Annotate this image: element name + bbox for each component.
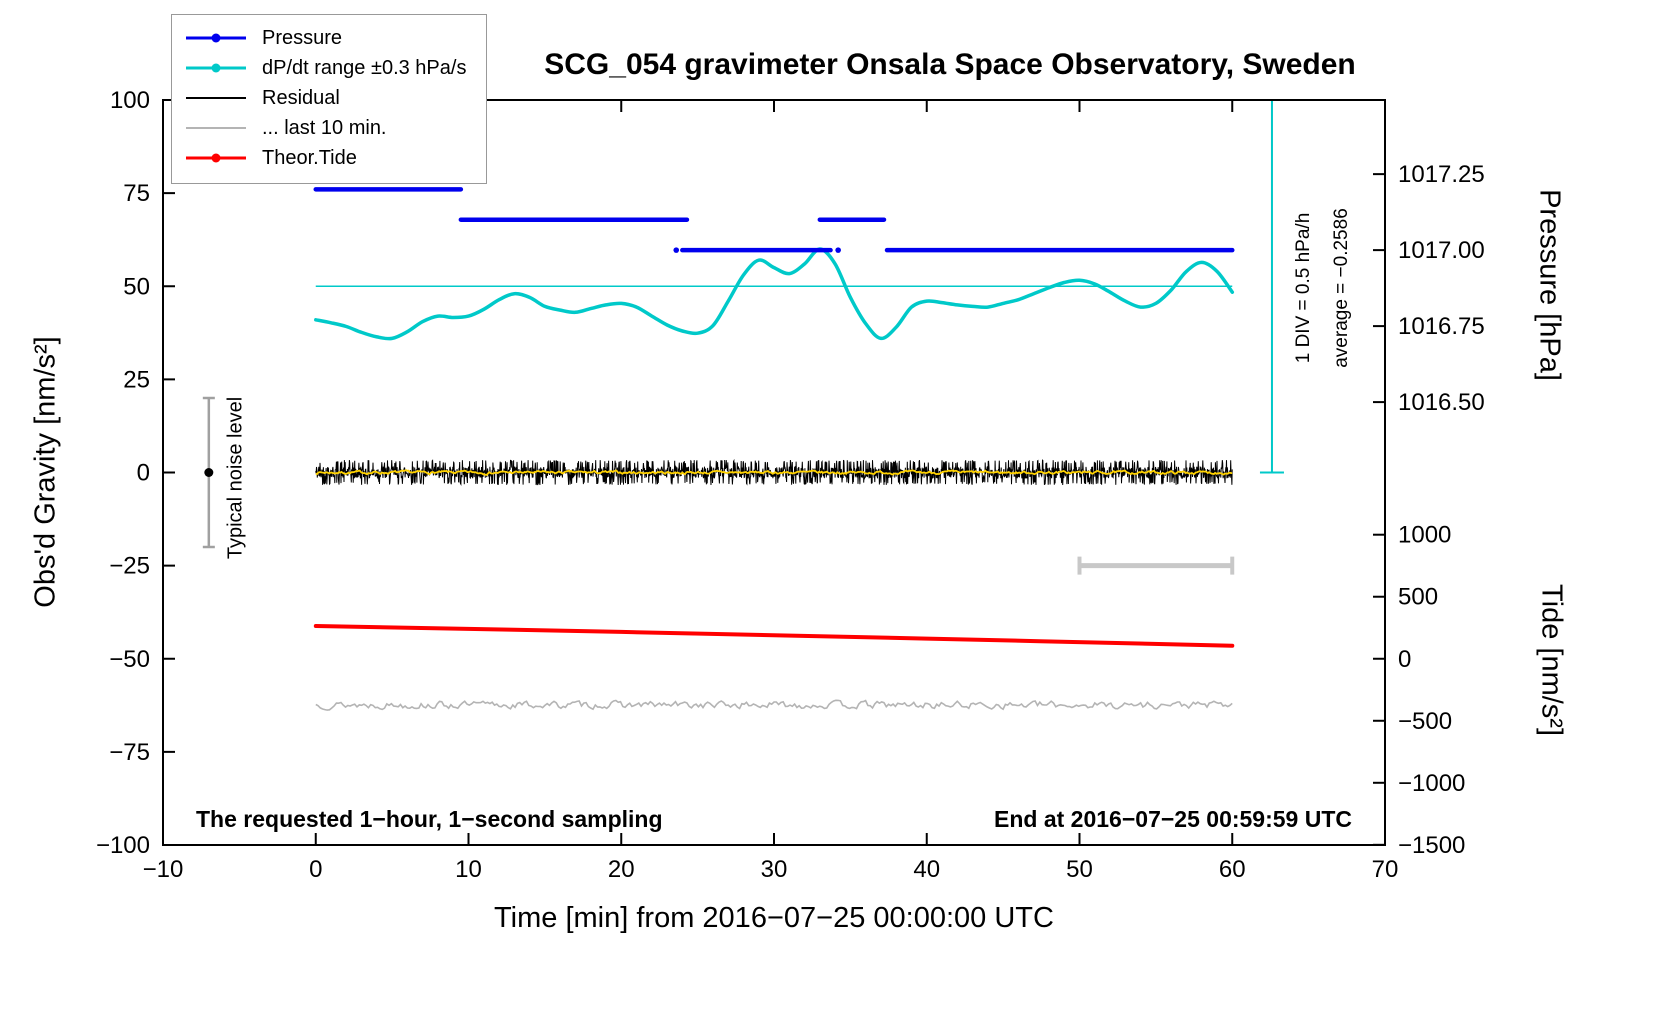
pressure-tick-label: 1017.00	[1398, 237, 1485, 264]
legend-item-3: ... last 10 min.	[186, 113, 466, 143]
tide-tick-label: 1000	[1398, 522, 1451, 549]
gravity-tick-label: −25	[109, 553, 150, 580]
gravity-tick-label: 50	[123, 273, 150, 300]
legend-line-sample	[186, 83, 246, 113]
chart-title: SCG_054 gravimeter Onsala Space Observat…	[544, 48, 1356, 81]
x-tick-label: 30	[761, 856, 788, 883]
legend-line-sample	[186, 143, 246, 173]
noise-level-label: Typical noise level	[224, 396, 247, 560]
legend-label: Residual	[262, 86, 340, 109]
legend-label: Pressure	[262, 26, 343, 49]
x-tick-label: −10	[143, 856, 184, 883]
residual-smooth-line	[315, 469, 1233, 476]
legend-item-2: Residual	[186, 83, 466, 113]
time-axis-label: Time [min] from 2016−07−25 00:00:00 UTC	[494, 902, 1054, 934]
pressure-axis-label: Pressure [hPa]	[1533, 189, 1566, 381]
x-tick-label: 60	[1219, 856, 1246, 883]
x-tick-label: 40	[913, 856, 940, 883]
legend-label: ... last 10 min.	[262, 116, 387, 139]
legend-line-sample	[186, 113, 246, 143]
legend-label: Theor.Tide	[262, 146, 357, 169]
tide-tick-label: −1500	[1398, 832, 1465, 859]
legend-line-sample	[186, 23, 246, 53]
theor-tide-line	[313, 624, 1235, 648]
pressure-tick-label: 1016.75	[1398, 313, 1485, 340]
tide-axis-label: Tide [nm/s²]	[1535, 583, 1568, 737]
tide-tick-label: −1000	[1398, 770, 1465, 797]
x-tick-label: 0	[309, 856, 322, 883]
gravity-tick-label: 0	[137, 460, 150, 487]
gravity-tick-label: −50	[109, 646, 150, 673]
gravity-tick-label: 100	[110, 87, 150, 114]
pressure-tick-label: 1016.50	[1398, 389, 1485, 416]
pressure-tick-label: 1017.25	[1398, 161, 1485, 188]
tide-tick-label: −500	[1398, 708, 1452, 735]
gravity-axis-label: Obs'd Gravity [nm/s²]	[29, 336, 62, 608]
gravity-tick-label: 75	[123, 180, 150, 207]
gravity-tick-label: 25	[123, 366, 150, 393]
legend-item-1: dP/dt range ±0.3 hPa/s	[186, 53, 466, 83]
legend: Pressure dP/dt range ±0.3 hPa/s Residual..…	[171, 14, 488, 184]
gravity-tick-label: −100	[96, 832, 150, 859]
pressure-dot	[835, 247, 841, 253]
x-tick-label: 70	[1372, 856, 1399, 883]
x-tick-label: 50	[1066, 856, 1093, 883]
legend-item-0: Pressure	[186, 23, 466, 53]
tide-tick-label: 500	[1398, 584, 1438, 611]
last10-line	[315, 699, 1233, 711]
pressure-dot	[673, 247, 680, 253]
legend-line-sample	[186, 53, 246, 83]
noise-level-dot	[204, 468, 214, 477]
x-tick-label: 20	[608, 856, 635, 883]
residual-line	[315, 458, 1233, 486]
gravity-tick-label: −75	[109, 739, 150, 766]
sampling-note: The requested 1−hour, 1−second sampling	[196, 806, 663, 832]
x-tick-label: 10	[455, 856, 482, 883]
legend-item-4: Theor.Tide	[186, 143, 466, 173]
average-note: average = −0.2586	[1331, 208, 1352, 368]
legend-label: dP/dt range ±0.3 hPa/s	[262, 56, 467, 79]
div-scale-note: 1 DIV = 0.5 hPa/h	[1293, 212, 1314, 364]
end-time-note: End at 2016−07−25 00:59:59 UTC	[994, 806, 1352, 832]
dpdt-curve	[314, 247, 1235, 341]
tide-tick-label: 0	[1398, 646, 1411, 673]
